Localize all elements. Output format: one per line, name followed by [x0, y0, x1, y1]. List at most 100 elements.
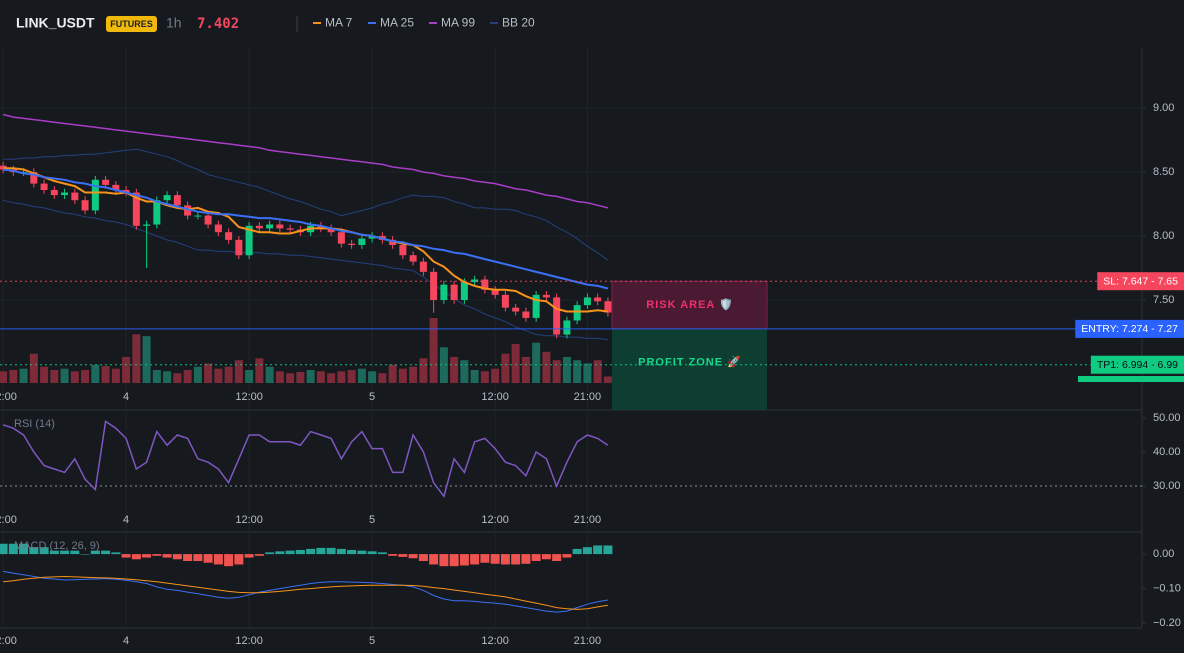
- candle-body: [481, 279, 489, 290]
- candle-body: [440, 284, 448, 300]
- macd-histogram-bar: [90, 550, 100, 555]
- candle-body: [286, 228, 294, 230]
- volume-bar: [521, 357, 530, 383]
- candle-body: [245, 225, 253, 256]
- macd-histogram-bar: [8, 543, 18, 555]
- candle-body: [173, 195, 181, 206]
- candle-body: [255, 225, 263, 229]
- candle-body: [532, 294, 540, 318]
- zone-label: RISK AREA 🛡️: [646, 298, 733, 311]
- x-tick-label: 12:00: [481, 514, 509, 526]
- level-label: SL: 7.647 - 7.65: [1103, 275, 1178, 287]
- interval: 1h: [166, 15, 182, 31]
- candle-body: [573, 305, 581, 321]
- macd-histogram-bar: [336, 548, 346, 555]
- macd-histogram-bar: [521, 554, 531, 564]
- x-tick-label: 4: [123, 635, 129, 647]
- signal-line: [3, 575, 608, 610]
- macd-histogram-bar: [295, 549, 305, 555]
- y-tick-label: 40.00: [1153, 446, 1181, 458]
- candle-body: [30, 172, 38, 184]
- level-tag: [1075, 319, 1184, 338]
- volume-bar: [152, 370, 161, 383]
- volume-bar: [265, 366, 274, 383]
- pane-title: MACD (12, 26, 9): [14, 540, 100, 552]
- macd-histogram-bar: [80, 554, 90, 555]
- candle-body: [583, 297, 591, 306]
- volume-bar: [409, 366, 418, 383]
- candle-body: [214, 224, 222, 233]
- volume-bar: [183, 370, 192, 383]
- candle-body: [71, 192, 79, 201]
- macd-histogram-bar: [388, 554, 398, 556]
- macd-histogram-bar: [449, 554, 459, 567]
- x-tick-label: 12:00: [235, 635, 263, 647]
- candle-body: [143, 224, 151, 226]
- volume-bar: [450, 357, 459, 383]
- volume-bar: [532, 342, 541, 383]
- volume-bar: [275, 371, 284, 383]
- volume-bar: [193, 366, 202, 383]
- level-label: ENTRY: 7.274 - 7.27: [1081, 323, 1178, 335]
- macd-histogram-bar: [172, 554, 182, 560]
- volume-bar: [173, 373, 182, 383]
- volume-bar: [542, 351, 551, 383]
- macd-histogram-bar: [500, 554, 510, 565]
- volume-bar: [327, 373, 336, 383]
- y-tick-label: 9.00: [1153, 102, 1174, 114]
- macd-histogram-bar: [152, 554, 162, 556]
- x-tick-label: 4: [123, 514, 129, 526]
- candle-body: [450, 284, 458, 300]
- volume-bar: [40, 366, 49, 383]
- bb-lower: [2, 199, 608, 341]
- volume-bar: [29, 353, 38, 383]
- candle-body: [184, 205, 192, 216]
- volume-bar: [296, 371, 305, 383]
- volume-bar: [122, 357, 131, 383]
- candle-body: [348, 243, 356, 245]
- macd-histogram-bar: [562, 554, 572, 558]
- volume-bar: [234, 360, 243, 383]
- candle-body: [194, 215, 202, 217]
- candle-body: [358, 238, 366, 245]
- macd-histogram-bar: [439, 554, 449, 567]
- y-tick-label: −0.20: [1153, 617, 1181, 629]
- candle-body: [102, 179, 110, 185]
- zone: [612, 328, 767, 410]
- volume-bar: [316, 371, 325, 383]
- macd-histogram-bar: [470, 554, 480, 565]
- volume-bar: [347, 370, 356, 383]
- volume-bar: [204, 363, 213, 383]
- volume-bar: [357, 368, 366, 383]
- candle-body: [235, 239, 243, 256]
- volume-bar: [224, 366, 233, 383]
- candle-body: [471, 279, 479, 283]
- moving-average: [2, 113, 609, 209]
- rsi-line: [2, 420, 609, 498]
- macd-histogram-bar: [511, 554, 521, 565]
- x-tick-label: 5: [369, 391, 375, 403]
- y-tick-label: 30.00: [1153, 480, 1181, 492]
- volume-bar: [593, 360, 602, 383]
- level-tag: [1090, 355, 1184, 374]
- candle-body: [389, 239, 397, 245]
- volume-bar: [573, 360, 582, 383]
- level-tag: [1097, 272, 1184, 291]
- macd-histogram-bar: [316, 547, 326, 555]
- macd-histogram-bar: [193, 554, 203, 562]
- candle-body: [399, 244, 407, 256]
- macd-histogram-bar: [254, 554, 264, 556]
- volume-bar: [286, 373, 295, 383]
- pane-title: RSI (14): [14, 418, 55, 430]
- volume-bar: [419, 358, 428, 383]
- volume-bar: [132, 334, 141, 383]
- candle-body: [337, 232, 345, 244]
- volume-bar: [81, 370, 90, 383]
- candle-body: [225, 232, 233, 240]
- volume-bar: [603, 376, 612, 383]
- macd-histogram-bar: [408, 554, 418, 559]
- candle-body: [317, 225, 325, 229]
- macd-histogram-bar: [285, 550, 295, 555]
